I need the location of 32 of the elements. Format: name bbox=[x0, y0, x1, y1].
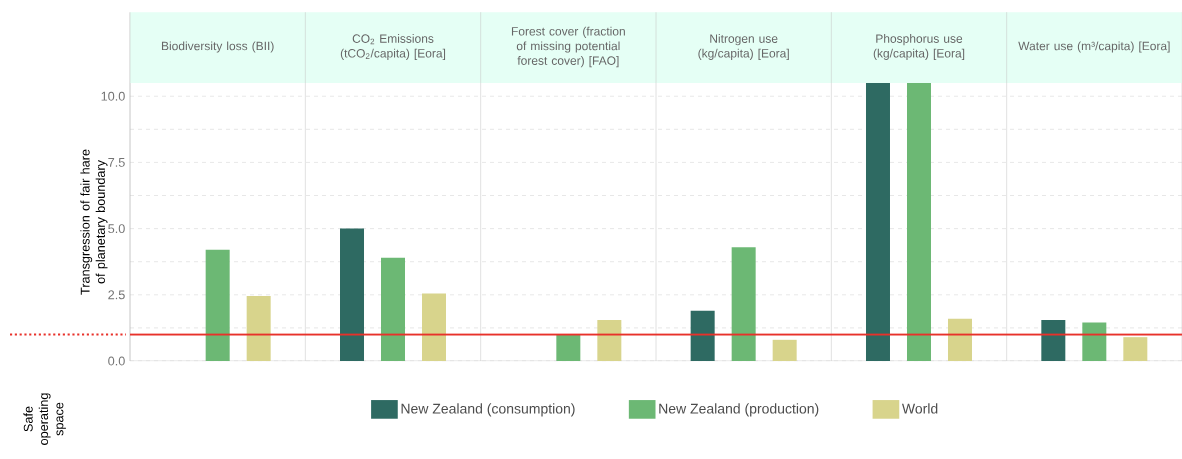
y-tick-label: 7.5 bbox=[108, 158, 125, 167]
bar bbox=[1082, 322, 1107, 361]
legend-label: World bbox=[901, 403, 938, 414]
bar bbox=[865, 82, 890, 361]
x-tick-label: Forest cover (fraction of missing potential forest cover) [FAO] bbox=[511, 26, 625, 68]
bar bbox=[772, 339, 797, 361]
x-tick-label: Nitrogen use (kg/capita) [Eora] bbox=[698, 34, 789, 60]
y-tick-label: 5.0 bbox=[108, 224, 125, 234]
category-label: CO$_{2}$ Emissions (tCO$_{2}$/capita) [Eora] bbox=[340, 34, 446, 60]
bar bbox=[381, 257, 405, 361]
bar bbox=[556, 334, 581, 361]
x-tick-label: Phosphorus use (kg/capita) [Eora] bbox=[873, 34, 965, 60]
bar bbox=[205, 249, 230, 361]
x-tick-label: Biodiversity loss (BII) bbox=[161, 41, 274, 53]
x-tick-label: Water use (m³/capita) [Eora] bbox=[1018, 41, 1170, 53]
bar bbox=[422, 293, 446, 361]
bar bbox=[731, 247, 756, 361]
y-tick-label: 2.5 bbox=[108, 290, 125, 300]
bar bbox=[1041, 319, 1066, 361]
text: Safe operating space bbox=[23, 393, 66, 445]
bar bbox=[597, 319, 622, 361]
bar bbox=[690, 310, 715, 361]
y-tick-label: 0.0 bbox=[108, 356, 125, 366]
legend-label: New Zealand (consumption) bbox=[401, 403, 575, 417]
bar bbox=[1123, 337, 1148, 361]
y-axis-title: Transgression of fair hare of planetary boundary bbox=[80, 149, 108, 295]
y-tick-label: 10.0 bbox=[101, 91, 125, 101]
legend-label: New Zealand (production) bbox=[659, 403, 819, 417]
bar bbox=[906, 82, 931, 361]
bar bbox=[246, 296, 271, 361]
bar bbox=[340, 228, 364, 361]
bar bbox=[947, 318, 972, 361]
